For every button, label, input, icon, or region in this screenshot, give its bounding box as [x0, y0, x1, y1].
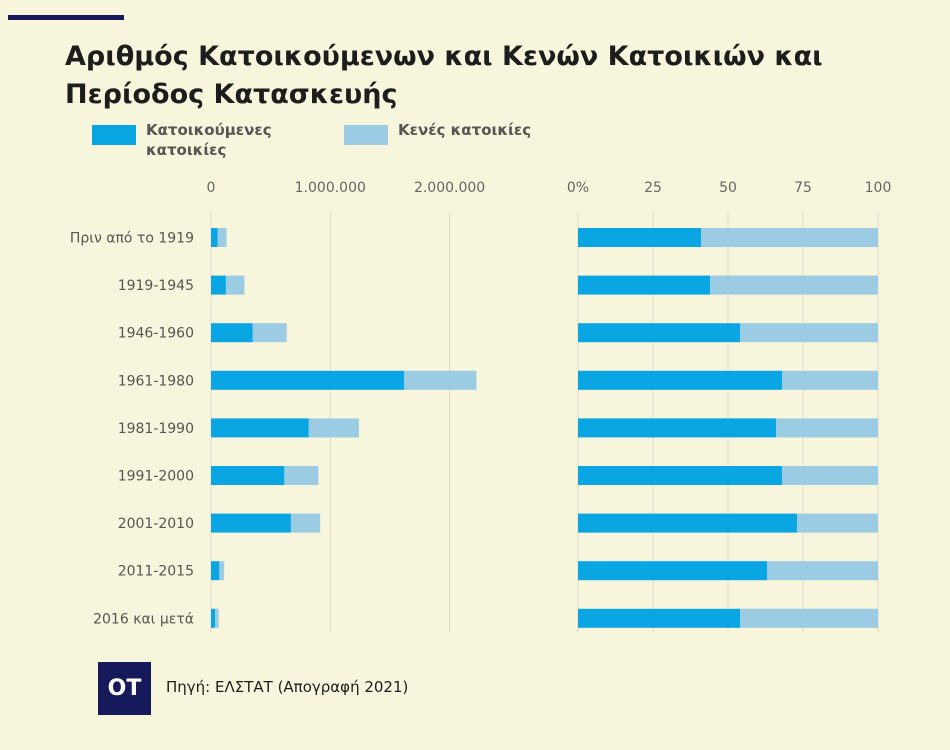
bar-absolute-vacant-5 [284, 466, 319, 485]
bar-percent-occupied-7 [578, 561, 767, 581]
bar-percent-occupied-8 [578, 608, 740, 628]
legend-item-vacant: Κενές κατοικίες [344, 120, 531, 145]
bar-absolute-vacant-4 [308, 418, 359, 438]
bar-percent-occupied-5 [578, 466, 782, 485]
x-tick-label-percent-3: 75 [794, 180, 812, 196]
bar-percent-occupied-4 [578, 418, 776, 438]
bar-percent-occupied-6 [578, 513, 797, 533]
bar-absolute-vacant-6 [290, 513, 321, 533]
source-logo: OT [98, 662, 151, 715]
x-tick-label-absolute-1: 1.000.000 [295, 180, 366, 196]
bar-absolute-vacant-8 [215, 608, 219, 628]
x-tick-label-percent-1: 25 [644, 180, 662, 196]
category-label-7: 2011-2015 [118, 564, 194, 580]
bar-absolute-vacant-7 [219, 561, 225, 581]
x-tick-label-absolute-0: 0 [207, 180, 216, 196]
bar-percent-vacant-0 [701, 228, 878, 247]
category-label-4: 1981-1990 [118, 421, 194, 437]
legend-label-occupied: Κατοικούμενες κατοικίες [146, 121, 272, 159]
bar-absolute-vacant-2 [252, 323, 287, 343]
bar-absolute-vacant-0 [217, 228, 227, 247]
bar-percent-occupied-1 [578, 275, 710, 295]
bar-percent-vacant-8 [740, 608, 878, 628]
legend-swatch-occupied [92, 125, 136, 145]
bar-absolute-occupied-6 [211, 513, 291, 533]
x-tick-label-percent-2: 50 [719, 180, 737, 196]
bar-percent-occupied-0 [578, 228, 701, 247]
bar-absolute-occupied-0 [211, 228, 218, 247]
legend-swatch-vacant [344, 125, 388, 145]
top-accent-bar [8, 15, 124, 20]
bar-absolute-occupied-2 [211, 323, 253, 343]
legend: Κατοικούμενες κατοικίες Κενές κατοικίες [92, 120, 579, 160]
bar-percent-vacant-3 [782, 370, 878, 390]
category-label-5: 1991-2000 [118, 469, 194, 485]
chart-area: 0 1.000.000 2.000.000 Πριν από το 1919 1919-… [70, 180, 892, 632]
category-label-6: 2001-2010 [118, 516, 194, 532]
bar-percent-vacant-4 [776, 418, 878, 438]
bar-percent-vacant-6 [797, 513, 878, 533]
bar-percent-vacant-5 [782, 466, 878, 485]
bar-absolute-occupied-7 [211, 561, 220, 581]
bar-percent-occupied-2 [578, 323, 740, 343]
legend-item-occupied: Κατοικούμενες κατοικίες [92, 120, 296, 160]
bar-absolute-vacant-1 [225, 275, 245, 295]
category-label-0: Πριν από το 1919 [70, 231, 194, 247]
bar-percent-vacant-7 [767, 561, 878, 581]
bar-percent-vacant-1 [710, 275, 878, 295]
x-tick-label-percent-0: 0% [567, 180, 589, 196]
bar-absolute-vacant-3 [404, 370, 477, 390]
bar-percent-vacant-2 [740, 323, 878, 343]
x-tick-label-absolute-2: 2.000.000 [414, 180, 485, 196]
bar-absolute-occupied-4 [211, 418, 309, 438]
legend-label-vacant: Κενές κατοικίες [398, 121, 532, 139]
category-label-1: 1919-1945 [118, 278, 194, 294]
source-text: Πηγή: ΕΛΣΤΑΤ (Απογραφή 2021) [166, 678, 409, 696]
category-label-2: 1946-1960 [118, 326, 194, 342]
chart-title: Αριθμός Κατοικούμενων και Κενών Κατοικιώ… [65, 41, 823, 110]
bar-absolute-occupied-5 [211, 466, 285, 485]
x-tick-label-percent-4: 100 [865, 180, 892, 196]
category-label-3: 1961-1980 [118, 373, 194, 389]
bar-absolute-occupied-8 [211, 608, 216, 628]
bar-absolute-occupied-3 [211, 370, 405, 390]
category-label-8: 2016 και μετά [93, 611, 194, 627]
bar-absolute-occupied-1 [211, 275, 226, 295]
bar-percent-occupied-3 [578, 370, 782, 390]
